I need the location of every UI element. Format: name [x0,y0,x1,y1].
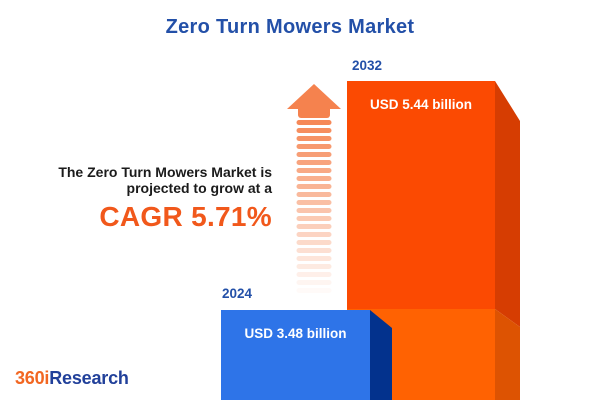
bar-2024-front [221,310,370,400]
arrow-stripe [296,208,332,213]
year-label-2024: 2024 [222,286,253,301]
growth-arrow-icon [287,84,341,293]
arrow-stripe [296,288,332,293]
arrow-stripe [296,184,332,189]
bar-2032-side-lower [495,309,520,400]
bar-2024-side [370,310,392,400]
arrow-stripe [296,216,332,221]
annotation-line-2: projected to grow at a [126,180,272,197]
brand-logo: 360iResearch [15,368,129,389]
arrow-stripe [296,200,332,205]
bar-2032 [347,81,520,400]
cagr-value: CAGR 5.71% [99,201,272,233]
arrow-stripe [296,160,332,165]
arrow-stripe [296,272,332,277]
arrow-stripe [296,224,332,229]
arrow-stripe [296,120,332,125]
growth-annotation: The Zero Turn Mowers Market is projected… [58,164,272,233]
arrow-stripe [296,256,332,261]
growth-arrow-head [287,84,341,109]
arrow-stripe [296,280,332,285]
page-title: Zero Turn Mowers Market [165,16,415,38]
arrow-stripe [296,152,332,157]
bar-2024 [221,310,392,400]
arrow-stripe [296,168,332,173]
arrow-stripe [296,144,332,149]
annotation-line-1: The Zero Turn Mowers Market is [58,164,272,180]
arrow-stripe [296,192,332,197]
arrow-stripe [296,248,332,253]
arrow-stripe [296,240,332,245]
arrow-stripe [296,136,332,141]
growth-arrow-stem [298,103,330,118]
arrow-stripe [296,176,332,181]
bar-2032-front-upper [347,81,495,309]
year-label-2032: 2032 [352,58,383,73]
value-label-2024: USD 3.48 billion [244,326,347,341]
arrow-stripes [296,120,332,293]
arrow-stripe [296,128,332,133]
arrow-stripe [296,264,332,269]
brand-logo-360i: 360i [15,368,50,388]
arrow-stripe [296,232,332,237]
value-label-2032: USD 5.44 billion [369,97,473,112]
brand-logo-research: Research [49,368,129,388]
bar-2032-side-upper [495,81,520,327]
